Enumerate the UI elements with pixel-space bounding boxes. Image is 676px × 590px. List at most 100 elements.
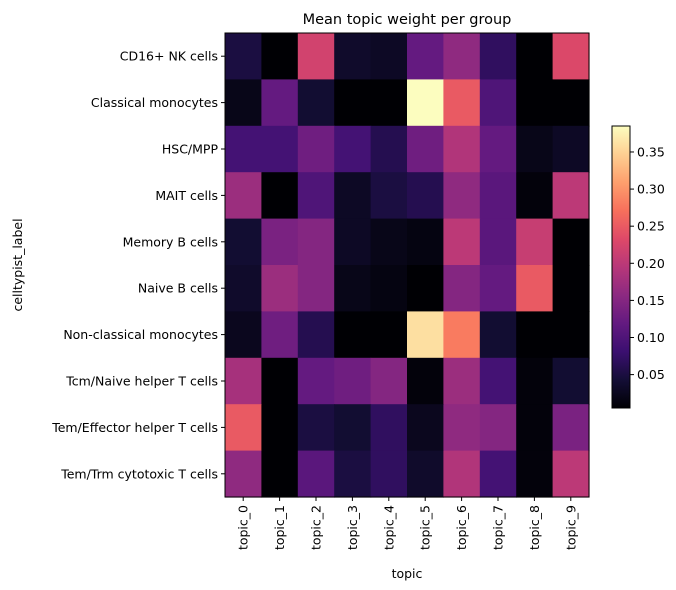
heatmap-cell	[479, 265, 517, 312]
heatmap-cell	[261, 450, 299, 498]
heatmap-cell	[225, 311, 262, 359]
y-tick-label: Tem/Effector helper T cells	[51, 420, 218, 435]
heatmap-cell	[516, 450, 554, 498]
heatmap-cell	[334, 125, 372, 173]
heatmap-cell	[334, 404, 372, 452]
x-tick-label: topic_9	[563, 505, 578, 550]
heatmap-cell	[407, 125, 444, 173]
x-tick-label: topic_0	[236, 505, 251, 550]
heatmap-cell	[407, 404, 444, 452]
heatmap-cell	[443, 79, 481, 127]
heatmap-cell	[516, 311, 554, 359]
heatmap-cell	[479, 311, 517, 359]
heatmap-cell	[516, 357, 554, 405]
heatmap-cell	[334, 265, 372, 312]
heatmap-cell	[297, 172, 335, 220]
heatmap-cell	[516, 172, 554, 220]
heatmap-cell	[225, 172, 262, 220]
heatmap-cell	[370, 218, 408, 266]
heatmap-cell	[552, 125, 590, 173]
heatmap-cell	[479, 125, 517, 173]
y-axis-ticks: CD16+ NK cells Classical monocytes HSC/MPP…	[51, 49, 225, 481]
heatmap-cell	[370, 125, 408, 173]
heatmap-cells	[225, 33, 590, 498]
heatmap-cell	[297, 33, 335, 80]
heatmap-cell	[297, 265, 335, 312]
y-tick-label: Tcm/Naive helper T cells	[65, 374, 218, 389]
y-tick-label: Non-classical monocytes	[63, 327, 218, 342]
heatmap-cell	[479, 404, 517, 452]
colorbar-tick-label: 0.35	[637, 144, 665, 159]
heatmap-cell	[407, 265, 444, 312]
y-tick-label: HSC/MPP	[162, 142, 219, 157]
heatmap-cell	[552, 450, 590, 498]
heatmap-cell	[297, 79, 335, 127]
heatmap-cell	[225, 218, 262, 266]
heatmap-cell	[370, 311, 408, 359]
heatmap-cell	[516, 79, 554, 127]
y-tick-label: Memory B cells	[123, 234, 218, 249]
heatmap-cell	[552, 218, 590, 266]
heatmap-cell	[225, 357, 262, 405]
heatmap-cell	[516, 33, 554, 80]
x-tick-label: topic_4	[381, 505, 396, 550]
heatmap-cell	[479, 172, 517, 220]
heatmap-cell	[370, 450, 408, 498]
y-tick-label: CD16+ NK cells	[120, 49, 218, 64]
heatmap-cell	[479, 33, 517, 80]
x-tick-label: topic_1	[272, 505, 287, 550]
heatmap-cell	[370, 265, 408, 312]
heatmap-cell	[407, 172, 444, 220]
x-tick-label: topic_3	[345, 505, 360, 550]
heatmap-cell	[334, 79, 372, 127]
x-tick-label: topic_2	[309, 505, 324, 550]
x-axis-ticks: topic_0 topic_1 topic_2 topic_3 topic_4 topic…	[236, 497, 578, 550]
x-tick-label: topic_8	[527, 505, 542, 550]
heatmap-cell	[516, 265, 554, 312]
heatmap-cell	[225, 404, 262, 452]
colorbar-tick-label: 0.10	[637, 330, 665, 345]
heatmap-cell	[443, 265, 481, 312]
heatmap-cell	[552, 265, 590, 312]
heatmap-cell	[370, 404, 408, 452]
heatmap-cell	[370, 79, 408, 127]
heatmap-cell	[407, 357, 444, 405]
heatmap-cell	[261, 79, 299, 127]
heatmap-cell	[297, 450, 335, 498]
x-tick-label: topic_5	[418, 505, 433, 550]
heatmap-cell	[297, 357, 335, 405]
heatmap-cell	[261, 172, 299, 220]
heatmap-cell	[261, 357, 299, 405]
heatmap-cell	[443, 311, 481, 359]
heatmap-cell	[443, 218, 481, 266]
heatmap-cell	[225, 125, 262, 173]
heatmap-cell	[297, 125, 335, 173]
heatmap-cell	[516, 404, 554, 452]
heatmap-cell	[516, 125, 554, 173]
colorbar-tick-label: 0.25	[637, 219, 665, 234]
heatmap-cell	[552, 172, 590, 220]
x-tick-label: topic_7	[491, 505, 506, 550]
heatmap-cell	[407, 79, 444, 127]
y-tick-label: Tem/Trm cytotoxic T cells	[60, 466, 218, 481]
heatmap-cell	[479, 79, 517, 127]
heatmap-cell	[225, 79, 262, 127]
heatmap-cell	[443, 125, 481, 173]
heatmap-cell	[261, 404, 299, 452]
heatmap-cell	[443, 172, 481, 220]
heatmap-cell	[297, 218, 335, 266]
heatmap-cell	[516, 218, 554, 266]
heatmap-cell	[261, 218, 299, 266]
heatmap-cell	[552, 79, 590, 127]
colorbar-tick-label: 0.15	[637, 293, 665, 308]
heatmap-cell	[370, 172, 408, 220]
colorbar-ticks: 0.05 0.10 0.15 0.20 0.25 0.30 0.35	[630, 144, 665, 382]
heatmap-cell	[479, 357, 517, 405]
colorbar-tick-label: 0.30	[637, 182, 665, 197]
heatmap-cell	[261, 33, 299, 80]
heatmap-cell	[261, 265, 299, 312]
heatmap-cell	[479, 218, 517, 266]
chart-title: Mean topic weight per group	[303, 12, 512, 28]
colorbar	[611, 125, 631, 409]
